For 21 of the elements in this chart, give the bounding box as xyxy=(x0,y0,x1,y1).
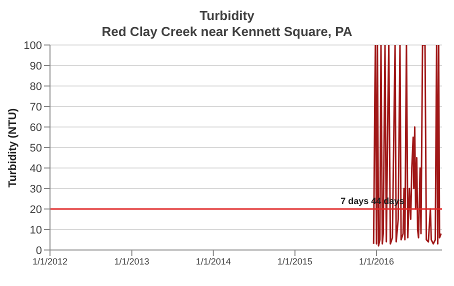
y-axis-title: Turbidity (NTU) xyxy=(6,108,19,188)
y-tick-label: 80 xyxy=(30,80,42,93)
y-tick-label: 90 xyxy=(30,60,42,72)
chart-subtitle: Red Clay Creek near Kennett Square, PA xyxy=(100,24,354,40)
x-tick-label: 1/1/2012 xyxy=(32,256,68,266)
x-tick-label: 1/1/2013 xyxy=(114,256,150,266)
y-tick-label: 100 xyxy=(24,40,42,52)
x-tick-label: 1/1/2016 xyxy=(358,256,394,266)
line-series xyxy=(372,45,442,247)
y-tick-label: 10 xyxy=(30,224,42,236)
y-tick-label: 0 xyxy=(36,244,42,257)
y-tick-label: 40 xyxy=(30,162,42,175)
y-tick-label: 70 xyxy=(30,101,42,114)
x-tick-label: 1/1/2015 xyxy=(277,256,312,266)
y-tick-label: 50 xyxy=(30,142,42,154)
y-tick-label: 20 xyxy=(30,204,42,216)
y-tick-label: 30 xyxy=(30,183,42,196)
annotation: 7 days xyxy=(340,196,369,206)
x-tick-label: 1/1/2014 xyxy=(196,256,231,266)
y-tick-label: 60 xyxy=(30,122,42,134)
chart-title: Turbidity xyxy=(198,8,256,24)
